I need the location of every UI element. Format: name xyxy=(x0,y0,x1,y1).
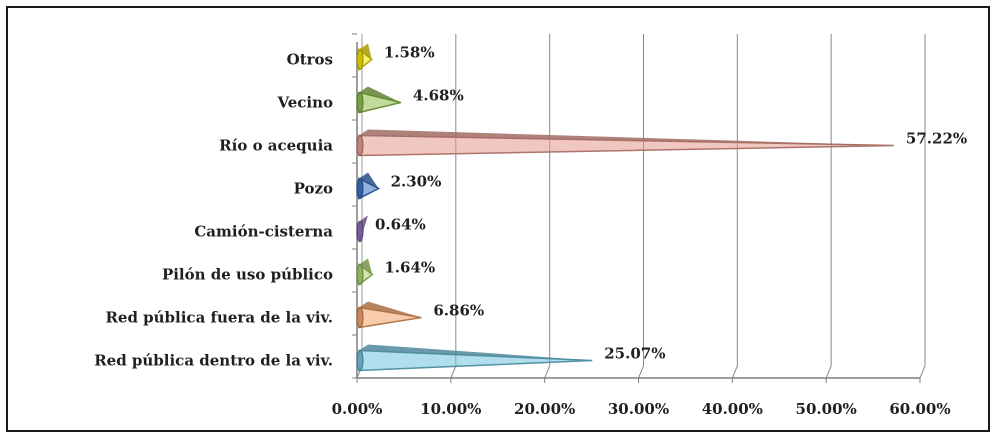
bar-base xyxy=(356,264,364,285)
gridline-foot xyxy=(919,365,926,379)
bar-base xyxy=(356,49,364,70)
data-label: 0.64% xyxy=(375,216,426,234)
gridline-foot xyxy=(638,365,644,379)
bar-base xyxy=(356,92,364,113)
x-tick-label: 40.00% xyxy=(702,400,763,418)
category-label: Red pública dentro de la viv. xyxy=(94,352,333,370)
bar-base xyxy=(356,178,364,199)
x-tick-label: 30.00% xyxy=(608,400,669,418)
category-label: Camión-cisterna xyxy=(194,223,333,241)
bar-base xyxy=(356,221,364,242)
category-label: Red pública fuera de la viv. xyxy=(105,309,333,327)
category-label: Pilón de uso público xyxy=(162,266,333,284)
bar-base xyxy=(356,135,364,156)
bar-top-face xyxy=(359,301,422,318)
x-tick-label: 20.00% xyxy=(514,400,575,418)
gridline-foot xyxy=(450,365,457,379)
bar-base xyxy=(356,307,364,328)
bar-base xyxy=(356,350,364,371)
category-label: Otros xyxy=(287,51,333,69)
gridline-foot xyxy=(825,365,832,379)
data-label: 4.68% xyxy=(413,87,464,105)
data-label: 57.22% xyxy=(906,130,967,148)
category-label: Pozo xyxy=(294,180,333,198)
bar-top-face xyxy=(359,258,373,275)
bar-top-face xyxy=(359,43,372,60)
data-label: 1.64% xyxy=(384,259,435,277)
gridline-foot xyxy=(731,365,738,379)
bar-top-face xyxy=(359,172,379,189)
data-label: 1.58% xyxy=(384,44,435,62)
bar-top-face xyxy=(359,344,593,361)
bar-top-face xyxy=(359,86,401,103)
bar-top-face xyxy=(359,215,368,232)
category-label: Vecino xyxy=(276,94,333,112)
category-label: Río o acequia xyxy=(219,137,333,155)
x-tick-label: 60.00% xyxy=(889,400,950,418)
data-label: 2.30% xyxy=(391,173,442,191)
x-tick-label: 0.00% xyxy=(332,400,383,418)
data-label: 25.07% xyxy=(604,345,665,363)
gridline-foot xyxy=(544,365,551,379)
x-tick-label: 50.00% xyxy=(796,400,857,418)
x-tick-label: 10.00% xyxy=(420,400,481,418)
bar-top-face xyxy=(359,129,894,146)
data-label: 6.86% xyxy=(433,302,484,320)
